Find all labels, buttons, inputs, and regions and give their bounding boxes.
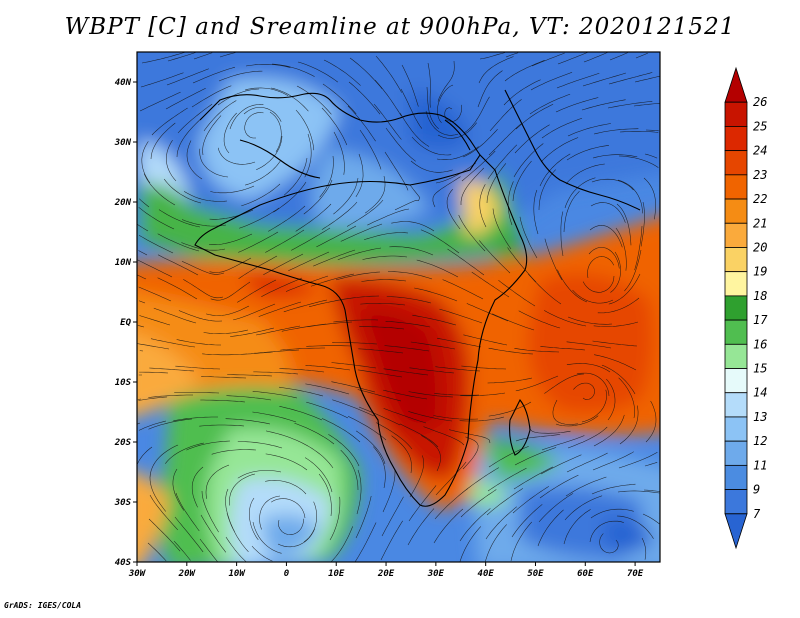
colorbar-label: 12 (753, 434, 767, 448)
lat-tick-label: 20S (114, 438, 132, 448)
colorbar-label: 23 (753, 168, 767, 182)
colorbar-label: 15 (753, 362, 767, 376)
colorbar-swatch (724, 392, 748, 418)
colorbar-label: 19 (753, 265, 767, 279)
lat-tick-label: 20N (114, 198, 132, 208)
lon-tick-label: 30E (427, 569, 445, 579)
lon-tick-label: 20W (178, 569, 197, 579)
lon-tick-label: 10E (328, 569, 345, 579)
map-frame (136, 51, 661, 563)
colorbar-swatch (724, 247, 748, 273)
colorbar-swatch (724, 416, 748, 442)
lon-tick-label: 60E (577, 569, 594, 579)
latitude-axis: 40N 30N 20N 10N EQ 10S 20S 30S 40S (114, 78, 137, 568)
lat-tick-label: 40S (115, 558, 132, 568)
colorbar-label: 26 (753, 95, 767, 109)
map-title: WBPT [C] and Sreamline at 900hPa, VT: 20… (64, 14, 736, 40)
colorbar-swatch (724, 368, 748, 394)
lon-tick-label: 10W (228, 569, 246, 579)
lon-tick-label: 0 (284, 569, 290, 579)
lat-tick-label: 40N (115, 78, 132, 88)
colorbar-label: 25 (753, 119, 767, 133)
colorbar-label: 17 (753, 313, 768, 327)
lon-tick-label: 50E (527, 569, 544, 579)
coastlines (194, 89, 641, 507)
colorbar-swatch (724, 66, 748, 103)
lat-tick-label: 10N (115, 258, 132, 268)
colorbar-swatch (724, 319, 748, 345)
lat-tick-label: 30S (114, 498, 132, 508)
colorbar-swatch (724, 489, 748, 515)
colorbar-label: 9 (753, 483, 760, 497)
colorbar-swatch (724, 150, 748, 176)
colorbar-swatch (724, 271, 748, 297)
colorbar-swatch (724, 513, 748, 550)
streamlines (137, 52, 660, 562)
longitude-axis: 30W 20W 10W 0 10E 20E 30E 40E 50E 60E 70E (128, 562, 644, 579)
streamline-paths (137, 52, 660, 562)
lon-tick-label: 30W (128, 569, 147, 579)
lon-tick-label: 70E (627, 569, 644, 579)
colorbar-swatch (724, 464, 748, 490)
colorbar-swatch (724, 101, 748, 127)
lat-tick-label: EQ (120, 318, 131, 328)
colorbar-label: 16 (753, 337, 767, 351)
colorbar-swatch (724, 295, 748, 321)
lat-tick-label: 10S (115, 378, 132, 388)
colorbar-label: 22 (753, 192, 767, 206)
colorbar-swatch (724, 174, 748, 200)
colorbar-label: 11 (753, 458, 767, 472)
colorbar-label: 21 (753, 216, 767, 230)
lon-tick-label: 20E (377, 569, 395, 579)
colorbar-swatch (724, 440, 748, 466)
colorbar-label: 24 (753, 144, 767, 158)
colorbar-label: 14 (753, 386, 767, 400)
colorbar-swatch (724, 222, 748, 248)
colorbar: 26 25 24 23 22 21 20 19 18 17 16 15 14 13 12 11 9 7 (724, 66, 768, 550)
colorbar-label: 13 (753, 410, 767, 424)
colorbar-label: 7 (753, 507, 761, 521)
colorbar-swatch (724, 343, 748, 369)
wbpt-shading (137, 52, 660, 562)
lat-tick-label: 30N (114, 138, 132, 148)
colorbar-label: 20 (753, 240, 767, 254)
credit-text: GrADS: IGES/COLA (4, 601, 82, 610)
lon-tick-label: 40E (478, 569, 495, 579)
colorbar-swatch (724, 126, 748, 152)
colorbar-swatch (724, 198, 748, 224)
colorbar-label: 18 (753, 289, 767, 303)
